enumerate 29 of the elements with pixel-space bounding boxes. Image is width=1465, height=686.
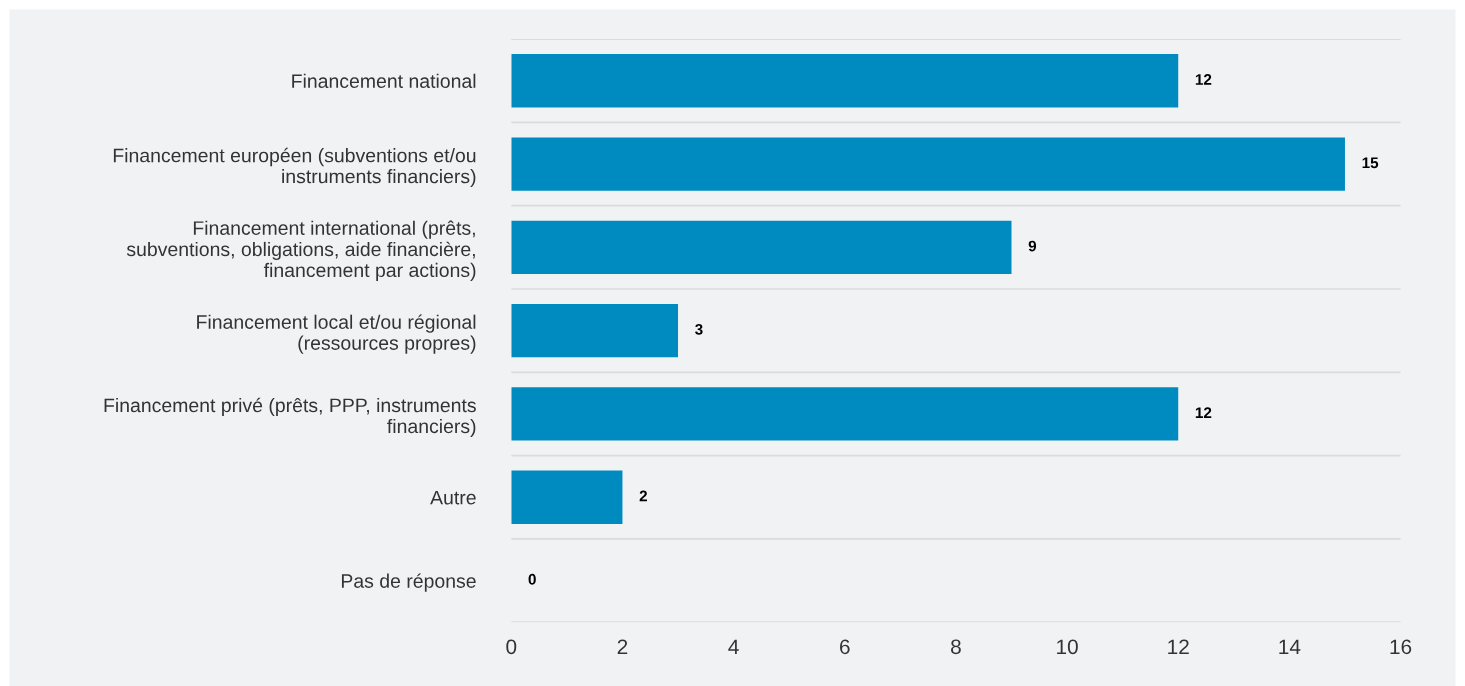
data-label: 12 [1195, 407, 1212, 418]
x-tick-label: 2 [617, 639, 628, 654]
y-tick-label: Financement européen (subventions et/ou instruments financiers) [113, 147, 476, 188]
x-tick-label: 4 [728, 639, 739, 654]
x-tick-label: 6 [840, 639, 850, 655]
x-tick-label: 10 [1057, 639, 1078, 655]
x-tick-label: 16 [1390, 639, 1412, 655]
data-label: 0 [528, 573, 536, 585]
y-tick-label: Financement privé (prêts, PPP, instruments financiers) [104, 397, 476, 438]
y-tick-label: Financement international (prêts, subventions, obligations, aide financière, financement par actions) [126, 220, 476, 281]
data-label: 2 [639, 490, 647, 502]
data-label: 9 [1028, 240, 1037, 252]
bar [511, 220, 1012, 275]
y-tick-label: Autre [430, 490, 476, 505]
bar [511, 387, 1179, 441]
bar [511, 470, 623, 524]
x-tick-label: 12 [1168, 639, 1189, 654]
bar [511, 137, 1345, 191]
bar [511, 54, 1179, 108]
data-label: 3 [695, 323, 703, 335]
y-tick-label: Financement local et/ou régional (ressources propres) [197, 314, 476, 354]
x-tick-label: 0 [506, 639, 517, 655]
x-tick-label: 8 [951, 639, 961, 655]
bar [511, 304, 679, 358]
x-tick-label: 14 [1279, 639, 1301, 654]
y-tick-label: Pas de réponse [341, 573, 476, 592]
data-label: 12 [1195, 74, 1212, 85]
data-label: 15 [1362, 157, 1379, 169]
y-tick-label: Financement national [292, 73, 476, 88]
